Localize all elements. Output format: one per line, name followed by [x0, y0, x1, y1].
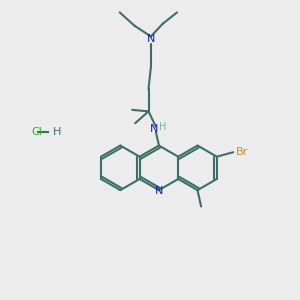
Text: Cl: Cl — [31, 127, 42, 137]
Text: Br: Br — [236, 147, 247, 157]
Text: N: N — [155, 186, 163, 196]
Text: H: H — [52, 127, 61, 137]
Text: H: H — [159, 122, 166, 132]
Text: N: N — [150, 124, 159, 134]
Text: N: N — [147, 34, 155, 44]
